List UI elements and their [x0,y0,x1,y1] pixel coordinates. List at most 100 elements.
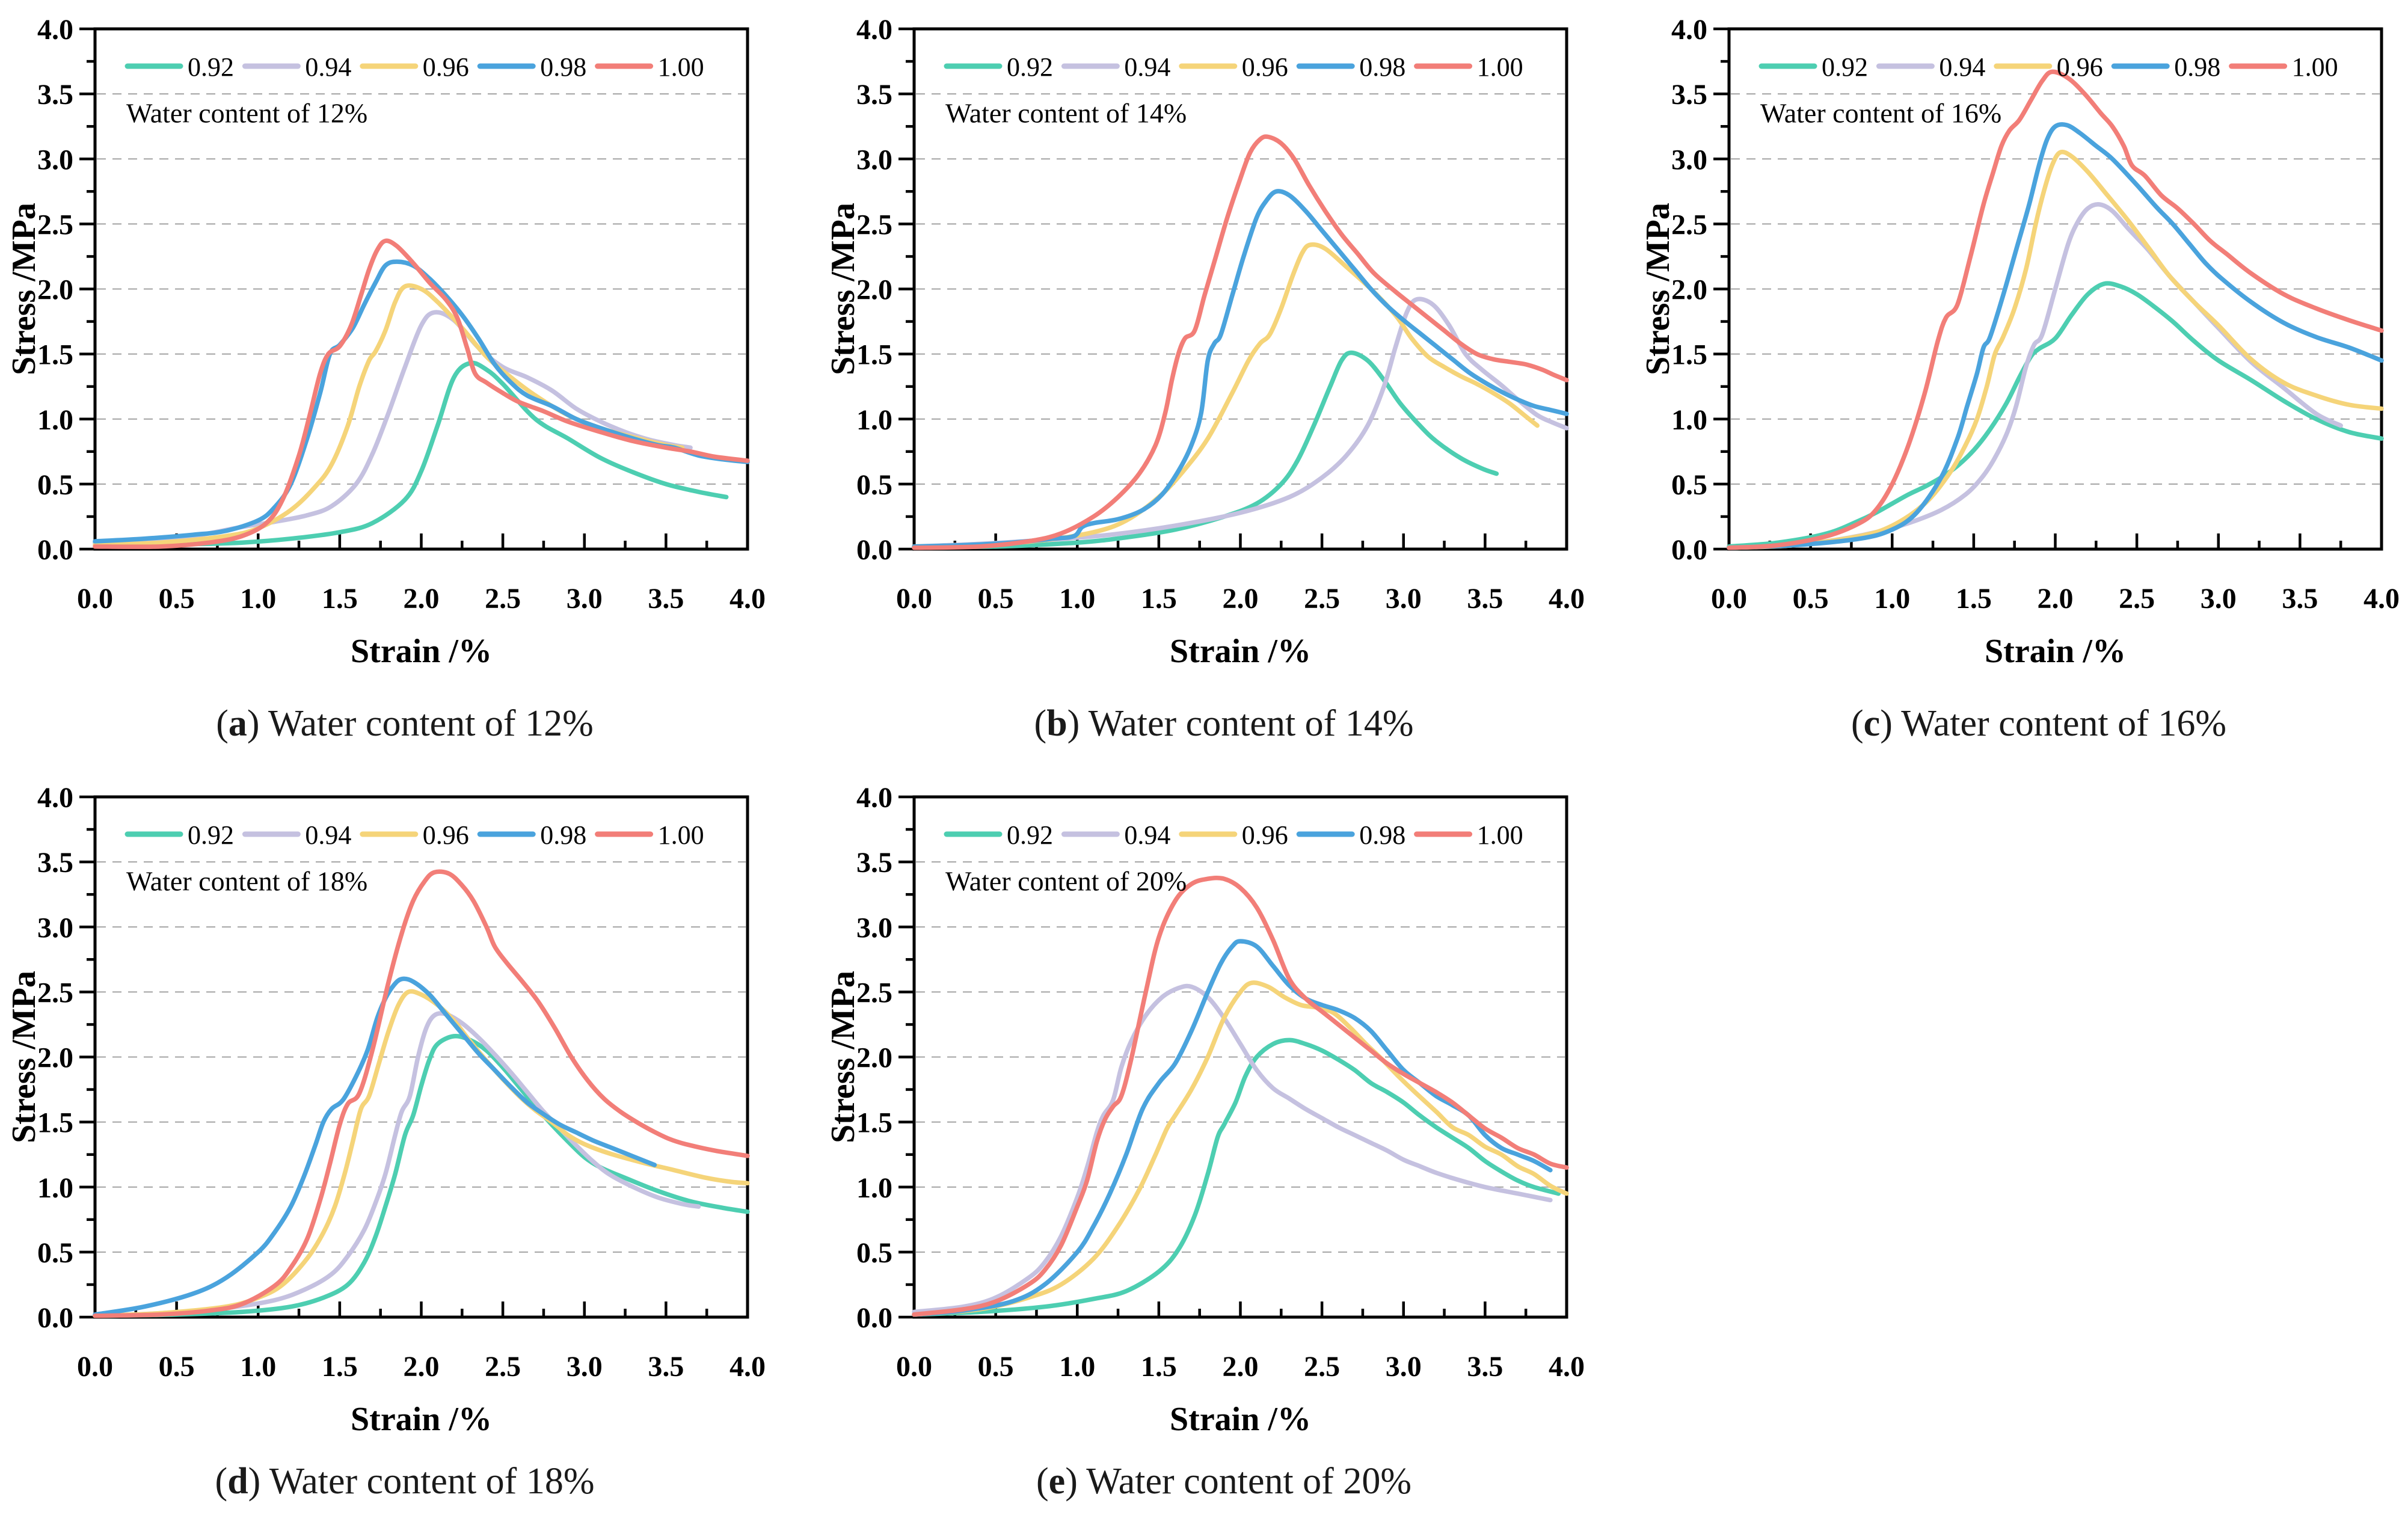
legend-label-0.94: 0.94 [305,52,351,82]
series-0.96-line [93,989,750,1318]
legend: 0.92 0.94 0.96 0.98 1.00 [1758,52,2338,82]
x-tick-label: 3.5 [648,583,684,615]
annotation-label: Water content of 16% [1760,98,2001,129]
y-tick-label: 0.5 [856,469,892,501]
x-tick-label: 1.5 [1141,583,1177,615]
caption-d-close-paren: ) [248,1461,261,1502]
chart-c-canvas: 0.0 0.5 1.0 1.5 2.0 2.5 3.0 3.5 4.0 0.0 0.5 1.0 1.5 2… [1645,14,2400,670]
legend-label-0.94: 0.94 [1124,52,1170,82]
chart-e-canvas: 0.0 0.5 1.0 1.5 2.0 2.5 3.0 3.5 4.0 0.0 0.5 1.0 1.5 2… [830,782,1585,1438]
y-tick-label: 1.0 [856,404,892,436]
y-tick-label: 0.5 [37,1237,73,1269]
legend-label-0.96: 0.96 [1242,52,1288,82]
x-tick-label: 2.5 [1304,583,1340,615]
y-tick-label: 3.0 [856,912,892,944]
series-0.96-line [1727,149,2384,550]
series-1.00-line [912,134,1569,550]
y-tick-label: 3.0 [37,144,73,176]
caption-e: (e) Water content of 20% [830,1460,1618,1514]
caption-d: (d) Water content of 18% [11,1460,799,1514]
x-tick-label: 1.5 [322,583,358,615]
y-tick-label: 1.0 [856,1172,892,1204]
x-tick-label: 3.0 [1386,583,1422,615]
x-tick-label: 3.0 [2201,583,2237,615]
x-tick-label: 0.5 [978,583,1014,615]
y-tick-label: 4.0 [37,782,73,814]
y-tick-label: 0.5 [1671,469,1707,501]
y-tick-label: 4.0 [856,782,892,814]
x-axis-title: Strain /% [1170,1401,1311,1438]
caption-a-close-paren: ) [247,703,260,744]
y-tick-label: 1.5 [856,339,892,371]
series-1.00-line [93,869,750,1318]
x-tick-label: 3.5 [2282,583,2318,615]
x-tick-label: 1.0 [1874,583,1910,615]
x-tick-label: 1.0 [1059,583,1095,615]
x-tick-label: 0.5 [978,1351,1014,1383]
series-1.00-line [1727,69,2384,550]
caption-d-open-paren: ( [215,1461,228,1502]
y-tick-label: 3.0 [37,912,73,944]
legend-label-0.94: 0.94 [1939,52,1985,82]
legend-label-0.98: 0.98 [540,820,586,850]
y-axis-title: Stress /MPa [11,971,43,1143]
chart-a-canvas: 0.0 0.5 1.0 1.5 2.0 2.5 3.0 3.5 4.0 0.0 0.5 1.0 1.5 2… [11,14,766,670]
legend-label-0.98: 0.98 [540,52,586,82]
x-tick-label: 2.5 [485,583,521,615]
caption-b-letter: b [1046,703,1067,744]
y-tick-label: 3.5 [1671,79,1707,111]
axis-ticks [1713,27,2383,551]
x-tick-labels: 0.0 0.5 1.0 1.5 2.0 2.5 3.0 3.5 4.0 [1711,583,2400,615]
legend-label-0.92: 0.92 [1007,52,1053,82]
caption-e-open-paren: ( [1036,1461,1049,1502]
legend-label-0.98: 0.98 [2174,52,2220,82]
chart-d-canvas: 0.0 0.5 1.0 1.5 2.0 2.5 3.0 3.5 4.0 0.0 0.5 1.0 1.5 2… [11,782,766,1438]
series-0.92-line [912,350,1499,549]
series-0.94-line [93,310,693,547]
x-tick-label: 3.5 [1467,1351,1503,1383]
y-tick-label: 0.5 [856,1237,892,1269]
y-tick-label: 2.0 [37,1042,73,1074]
caption-a: (a) Water content of 12% [11,702,799,757]
caption-b-close-paren: ) [1067,703,1080,744]
y-tick-label: 2.5 [856,209,892,241]
caption-d-text: Water content of 18% [269,1461,595,1502]
x-axis-title: Strain /% [351,633,492,670]
legend-label-0.98: 0.98 [1359,52,1405,82]
series-1.00-line [93,238,750,549]
caption-d-letter: d [227,1461,248,1502]
x-tick-label: 3.0 [1386,1351,1422,1383]
y-tick-label: 1.0 [37,404,73,436]
legend-label-0.98: 0.98 [1359,820,1405,850]
legend-label-0.92: 0.92 [188,820,234,850]
x-axis-title: Strain /% [351,1401,492,1438]
x-tick-label: 0.0 [1711,583,1747,615]
annotation-label: Water content of 20% [945,866,1187,897]
x-tick-label: 0.5 [159,1351,195,1383]
y-tick-labels: 0.0 0.5 1.0 1.5 2.0 2.5 3.0 3.5 4.0 [856,14,892,566]
caption-b-open-paren: ( [1034,703,1047,744]
x-tick-label: 1.5 [1141,1351,1177,1383]
chart-b: 0.0 0.5 1.0 1.5 2.0 2.5 3.0 3.5 4.0 0.0 0.5 1.0 1.5 2… [830,5,1618,702]
legend-label-1.00: 1.00 [658,52,704,82]
x-tick-label: 2.5 [1304,1351,1340,1383]
y-tick-label: 3.5 [856,847,892,879]
x-tick-label: 0.0 [896,1351,932,1383]
legend-label-0.96: 0.96 [1242,820,1288,850]
x-axis-title: Strain /% [1985,633,2126,670]
y-tick-label: 1.0 [37,1172,73,1204]
x-tick-label: 4.0 [2363,583,2400,615]
caption-b-text: Water content of 14% [1088,703,1414,744]
y-tick-label: 2.0 [37,274,73,306]
caption-c-close-paren: ) [1880,703,1893,744]
x-tick-label: 4.0 [729,583,766,615]
x-tick-label: 1.0 [240,583,276,615]
series-0.98-line [93,259,750,544]
caption-e-letter: e [1048,1461,1066,1502]
legend-label-0.96: 0.96 [2057,52,2103,82]
y-tick-label: 2.5 [1671,209,1707,241]
y-axis-title: Stress /MPa [830,971,862,1143]
x-tick-label: 3.5 [1467,583,1503,615]
y-axis-title: Stress /MPa [11,203,43,375]
chart-d: 0.0 0.5 1.0 1.5 2.0 2.5 3.0 3.5 4.0 0.0 0.5 1.0 1.5 2… [11,773,799,1470]
